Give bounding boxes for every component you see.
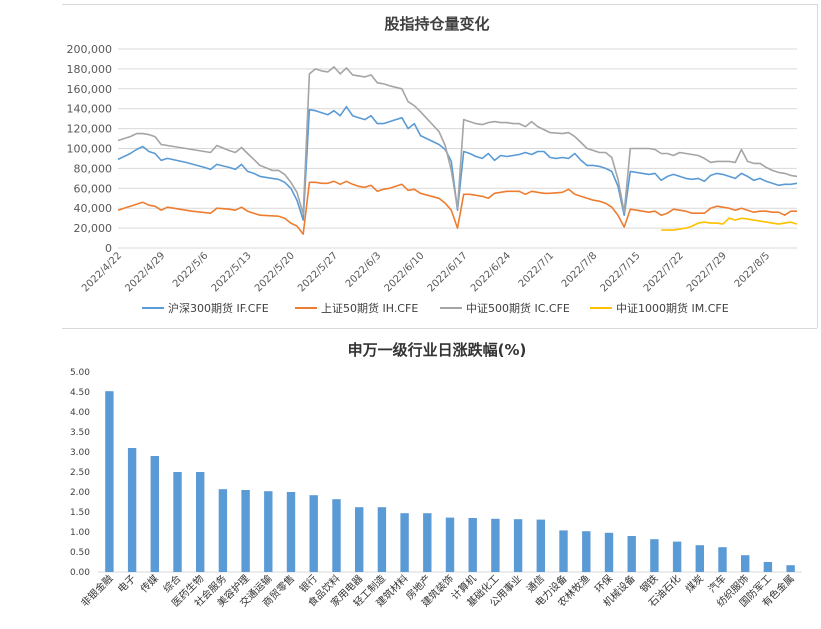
x-tick-label: 2022/7/22 bbox=[642, 250, 686, 294]
series-line bbox=[117, 66, 798, 215]
x-tick-label: 2022/5/27 bbox=[296, 250, 340, 294]
bar bbox=[355, 507, 364, 572]
holdings-line-chart: 股指持仓量变化 0 20,000 40,000 60,000 80,000 100,000… bbox=[67, 15, 798, 315]
x-tick-label: 2022/8/5 bbox=[733, 250, 773, 290]
x-tick-label: 电子 bbox=[115, 572, 138, 595]
industry-bar-chart-panel: 申万一级行业日涨跌幅(%) 0.00 0.50 1.00 1.50 2.00 2.50 3.… bbox=[62, 328, 817, 625]
x-tick-label: 2022/7/29 bbox=[685, 250, 729, 294]
x-tick-label: 2022/7/15 bbox=[599, 250, 643, 294]
y-tick-label: 0.00 bbox=[70, 568, 90, 578]
y-tick-label: 2.00 bbox=[70, 488, 90, 498]
y-tick-label: 20,000 bbox=[74, 222, 113, 235]
legend-label: 中证1000期货 IM.CFE bbox=[616, 301, 729, 315]
bar bbox=[536, 519, 545, 572]
bar bbox=[604, 532, 614, 572]
chart-title: 申万一级行业日涨跌幅(%) bbox=[348, 341, 527, 359]
legend-label: 上证50期货 IH.CFE bbox=[321, 301, 418, 315]
bar bbox=[513, 519, 523, 572]
bar bbox=[377, 507, 387, 572]
bar bbox=[309, 495, 318, 572]
y-tick-label: 5.00 bbox=[70, 368, 90, 378]
y-tick-label: 4.50 bbox=[70, 388, 90, 398]
bar bbox=[218, 489, 228, 572]
industry-bar-chart: 申万一级行业日涨跌幅(%) 0.00 0.50 1.00 1.50 2.00 2.50 3.… bbox=[70, 341, 802, 609]
bar bbox=[491, 518, 500, 572]
bar bbox=[173, 472, 182, 572]
x-tick-label: 2022/6/24 bbox=[469, 250, 513, 294]
bar bbox=[150, 456, 159, 572]
bar bbox=[559, 530, 568, 572]
bar bbox=[105, 391, 114, 572]
chart-title: 股指持仓量变化 bbox=[384, 15, 489, 33]
x-tick-label: 2022/5/13 bbox=[210, 250, 254, 294]
bar bbox=[695, 545, 704, 572]
x-tick-label: 传媒 bbox=[138, 573, 161, 596]
bar bbox=[196, 472, 205, 572]
y-tick-label: 180,000 bbox=[67, 63, 113, 76]
y-tick-label: 4.00 bbox=[70, 408, 90, 418]
x-tick-label: 2022/6/17 bbox=[426, 250, 470, 294]
bar bbox=[423, 513, 432, 572]
bar bbox=[468, 518, 477, 572]
bar bbox=[627, 536, 636, 572]
x-tick-label: 2022/6/10 bbox=[383, 250, 427, 294]
bar bbox=[718, 547, 727, 572]
x-tick-label: 2022/7/1 bbox=[517, 250, 557, 290]
series-line bbox=[117, 180, 797, 235]
y-tick-label: 3.50 bbox=[70, 428, 90, 438]
x-tick-label: 2022/7/8 bbox=[560, 250, 600, 290]
bar bbox=[650, 539, 659, 572]
bar bbox=[786, 565, 795, 572]
y-tick-label: 200,000 bbox=[67, 43, 113, 56]
y-tick-label: 100,000 bbox=[67, 143, 113, 156]
series-line bbox=[117, 105, 798, 221]
bar bbox=[127, 448, 137, 572]
bar bbox=[672, 541, 682, 572]
bar bbox=[582, 531, 591, 572]
y-tick-label: 80,000 bbox=[74, 162, 113, 175]
x-tick-label: 2022/4/29 bbox=[123, 250, 167, 294]
x-tick-label: 2022/5/6 bbox=[171, 250, 211, 290]
bar bbox=[763, 562, 773, 572]
bar bbox=[264, 491, 273, 572]
y-tick-label: 120,000 bbox=[67, 123, 113, 136]
y-tick-label: 0 bbox=[105, 242, 112, 255]
x-tick-label: 2022/4/22 bbox=[80, 250, 124, 294]
legend-label: 中证500期货 IC.CFE bbox=[466, 301, 570, 315]
bar bbox=[400, 513, 409, 572]
left-margin bbox=[0, 0, 62, 628]
y-tick-label: 0.50 bbox=[70, 548, 90, 558]
series-line bbox=[661, 217, 798, 231]
y-tick-label: 160,000 bbox=[67, 83, 113, 96]
x-tick-label: 2022/5/20 bbox=[253, 250, 297, 294]
y-tick-label: 1.50 bbox=[70, 508, 90, 518]
x-tick-label: 2022/6/3 bbox=[344, 250, 384, 290]
y-tick-label: 40,000 bbox=[74, 202, 113, 215]
y-tick-label: 3.00 bbox=[70, 448, 90, 458]
y-tick-label: 1.00 bbox=[70, 528, 90, 538]
holdings-chart-panel: 股指持仓量变化 0 20,000 40,000 60,000 80,000 100,000… bbox=[62, 4, 818, 328]
x-tick-label: 煤炭 bbox=[683, 572, 706, 595]
bar bbox=[241, 490, 250, 572]
y-tick-label: 2.50 bbox=[70, 468, 90, 478]
bar bbox=[741, 555, 750, 572]
y-tick-label: 140,000 bbox=[67, 103, 113, 116]
bar bbox=[332, 499, 341, 572]
bar bbox=[445, 517, 455, 572]
legend-label: 沪深300期货 IF.CFE bbox=[168, 301, 269, 315]
bar bbox=[286, 492, 296, 572]
y-tick-label: 60,000 bbox=[74, 182, 113, 195]
